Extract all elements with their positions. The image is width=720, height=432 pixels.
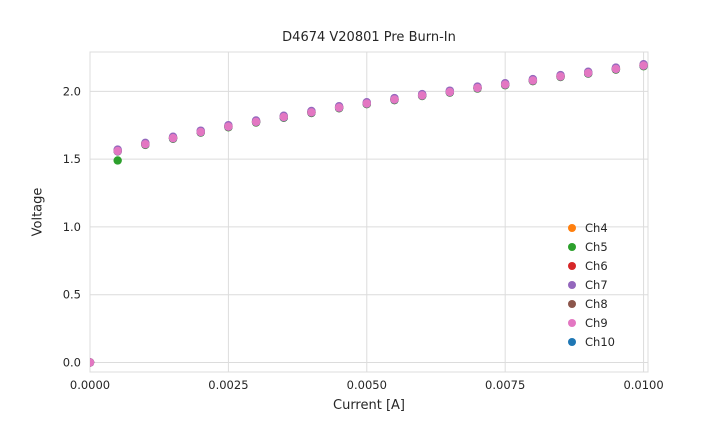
chart-title: D4674 V20801 Pre Burn-In [282, 30, 456, 45]
legend-marker-Ch4 [568, 224, 576, 232]
y-tick-labels: 0.0 0.5 1.0 1.5 2.0 [63, 84, 81, 369]
legend-label: Ch7 [585, 278, 608, 292]
x-tick-label: 0.0100 [623, 378, 663, 392]
legend-marker-Ch6 [568, 262, 576, 270]
legend-label: Ch8 [585, 297, 608, 311]
x-tick-label: 0.0025 [208, 378, 248, 392]
data-points [90, 60, 648, 367]
x-tick-label: 0.0050 [347, 378, 387, 392]
legend-label: Ch4 [585, 221, 608, 235]
x-tick-label: 0.0000 [70, 378, 110, 392]
y-tick-label: 0.5 [63, 288, 81, 302]
legend-label: Ch6 [585, 259, 608, 273]
legend-marker-Ch9 [568, 319, 576, 327]
legend-marker-Ch8 [568, 300, 576, 308]
series-Ch9 [90, 61, 648, 367]
legend-item-Ch6: Ch6 [568, 259, 608, 273]
y-axis-label: Voltage [30, 187, 46, 237]
legend-item-Ch10: Ch10 [568, 335, 615, 349]
y-tick-label: 0.0 [63, 356, 81, 370]
x-tick-label: 0.0075 [485, 378, 525, 392]
y-tick-label: 1.5 [63, 152, 81, 166]
legend-item-Ch4: Ch4 [568, 221, 608, 235]
x-tick-labels: 0.0000 0.0025 0.0050 0.0075 0.0100 [70, 378, 664, 392]
legend-marker-Ch5 [568, 243, 576, 251]
legend-item-Ch5: Ch5 [568, 240, 608, 254]
legend-marker-Ch10 [568, 338, 576, 346]
legend-label: Ch5 [585, 240, 608, 254]
y-tick-label: 1.0 [63, 220, 81, 234]
y-tick-label: 2.0 [63, 84, 81, 98]
legend-label: Ch10 [585, 335, 615, 349]
legend-marker-Ch7 [568, 281, 576, 289]
legend-label: Ch9 [585, 316, 608, 330]
legend-item-Ch8: Ch8 [568, 297, 608, 311]
legend-item-Ch7: Ch7 [568, 278, 608, 292]
plot-border [89, 51, 649, 373]
legend: Ch4 Ch5 Ch6 Ch7 Ch8 Ch9 Ch10 [568, 221, 615, 349]
x-axis-label: Current [A] [333, 398, 405, 413]
legend-item-Ch9: Ch9 [568, 316, 608, 330]
